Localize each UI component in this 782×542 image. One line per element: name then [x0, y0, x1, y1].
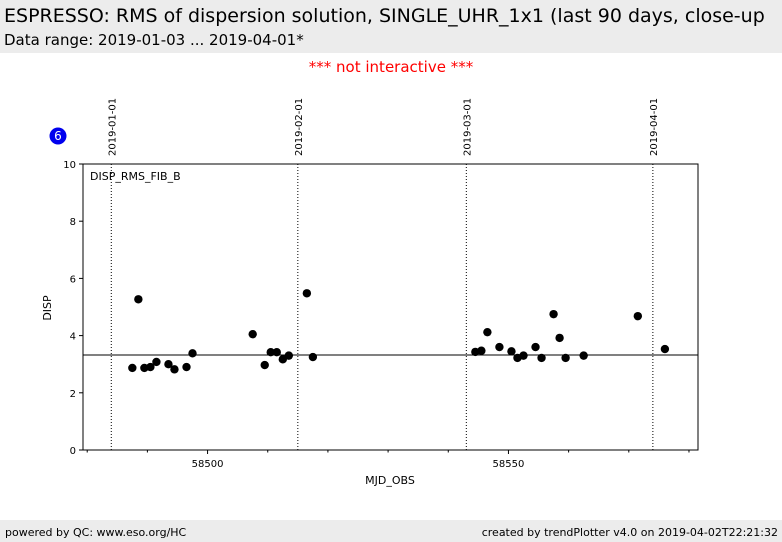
footer-credit: powered by QC: www.eso.org/HC [5, 526, 187, 539]
x-axis: 58500 58550 [86, 450, 690, 470]
series-annotation: DISP_RMS_FIB_B [90, 170, 181, 183]
data-point-25 [537, 353, 546, 363]
data-point-3 [146, 362, 155, 372]
data-point-12 [272, 347, 281, 357]
y-tick-label-5: 10 [63, 160, 76, 171]
data-point-5 [164, 360, 173, 369]
data-point-16 [308, 352, 318, 362]
data-point-23 [519, 351, 528, 360]
data-point-27 [555, 333, 564, 343]
data-point-9 [248, 329, 257, 339]
data-point-1 [134, 295, 143, 304]
data-point-30 [633, 311, 643, 321]
y-tick-label-4: 8 [70, 217, 76, 228]
header-bar: ESPRESSO: RMS of dispersion solution, SI… [0, 0, 782, 53]
y-tick-label-0: 0 [70, 446, 76, 457]
data-point-6 [170, 365, 179, 374]
plot-frame [82, 163, 699, 451]
y-tick-label-2: 4 [70, 332, 76, 343]
y-axis: 0 2 4 6 8 10 [63, 160, 83, 457]
data-point-31 [660, 344, 670, 354]
not-interactive-notice: *** not interactive *** [308, 58, 474, 76]
y-tick-label-3: 6 [70, 274, 76, 285]
badge-label: 6 [54, 129, 62, 143]
data-point-29 [579, 351, 588, 360]
date-marker-label-0: 2019-01-01 [107, 98, 118, 156]
data-point-19 [483, 327, 492, 337]
data-point-8 [188, 349, 197, 358]
data-range-subtitle: Data range: 2019-01-03 ... 2019-04-01* [4, 31, 304, 49]
data-point-20 [495, 342, 504, 352]
badge-circle [49, 127, 67, 145]
y-axis-label: DISP [41, 295, 54, 321]
footer-created: created by trendPlotter v4.0 on 2019-04-… [481, 526, 778, 539]
x-tick-label-1: 58550 [493, 459, 525, 470]
x-tick-label-0: 58500 [192, 459, 224, 470]
data-point-21 [507, 347, 516, 356]
data-point-13 [278, 355, 287, 364]
date-marker-label-2: 2019-03-01 [462, 98, 473, 156]
data-point-28 [561, 353, 570, 363]
data-point-0 [128, 363, 137, 373]
page-title: ESPRESSO: RMS of dispersion solution, SI… [4, 5, 765, 27]
y-tick-label-1: 2 [70, 389, 76, 400]
data-point-26 [549, 309, 558, 319]
badge: 6 [49, 127, 67, 145]
date-marker-label-1: 2019-02-01 [294, 98, 305, 156]
data-point-11 [266, 347, 275, 357]
data-point-24 [531, 342, 540, 352]
data-point-7 [182, 362, 191, 372]
date-marker-label-3: 2019-04-01 [649, 98, 660, 156]
x-axis-label: MJD_OBS [365, 474, 415, 487]
data-point-10 [260, 360, 269, 370]
data-point-4 [152, 357, 161, 367]
data-point-15 [302, 289, 312, 298]
data-point-18 [477, 346, 486, 355]
date-markers: 2019-01-01 2019-02-01 2019-03-01 2019-04-01 [107, 98, 660, 450]
footer-bar: powered by QC: www.eso.org/HC created by… [0, 520, 782, 542]
data-points [128, 289, 670, 374]
data-point-14 [284, 351, 294, 360]
